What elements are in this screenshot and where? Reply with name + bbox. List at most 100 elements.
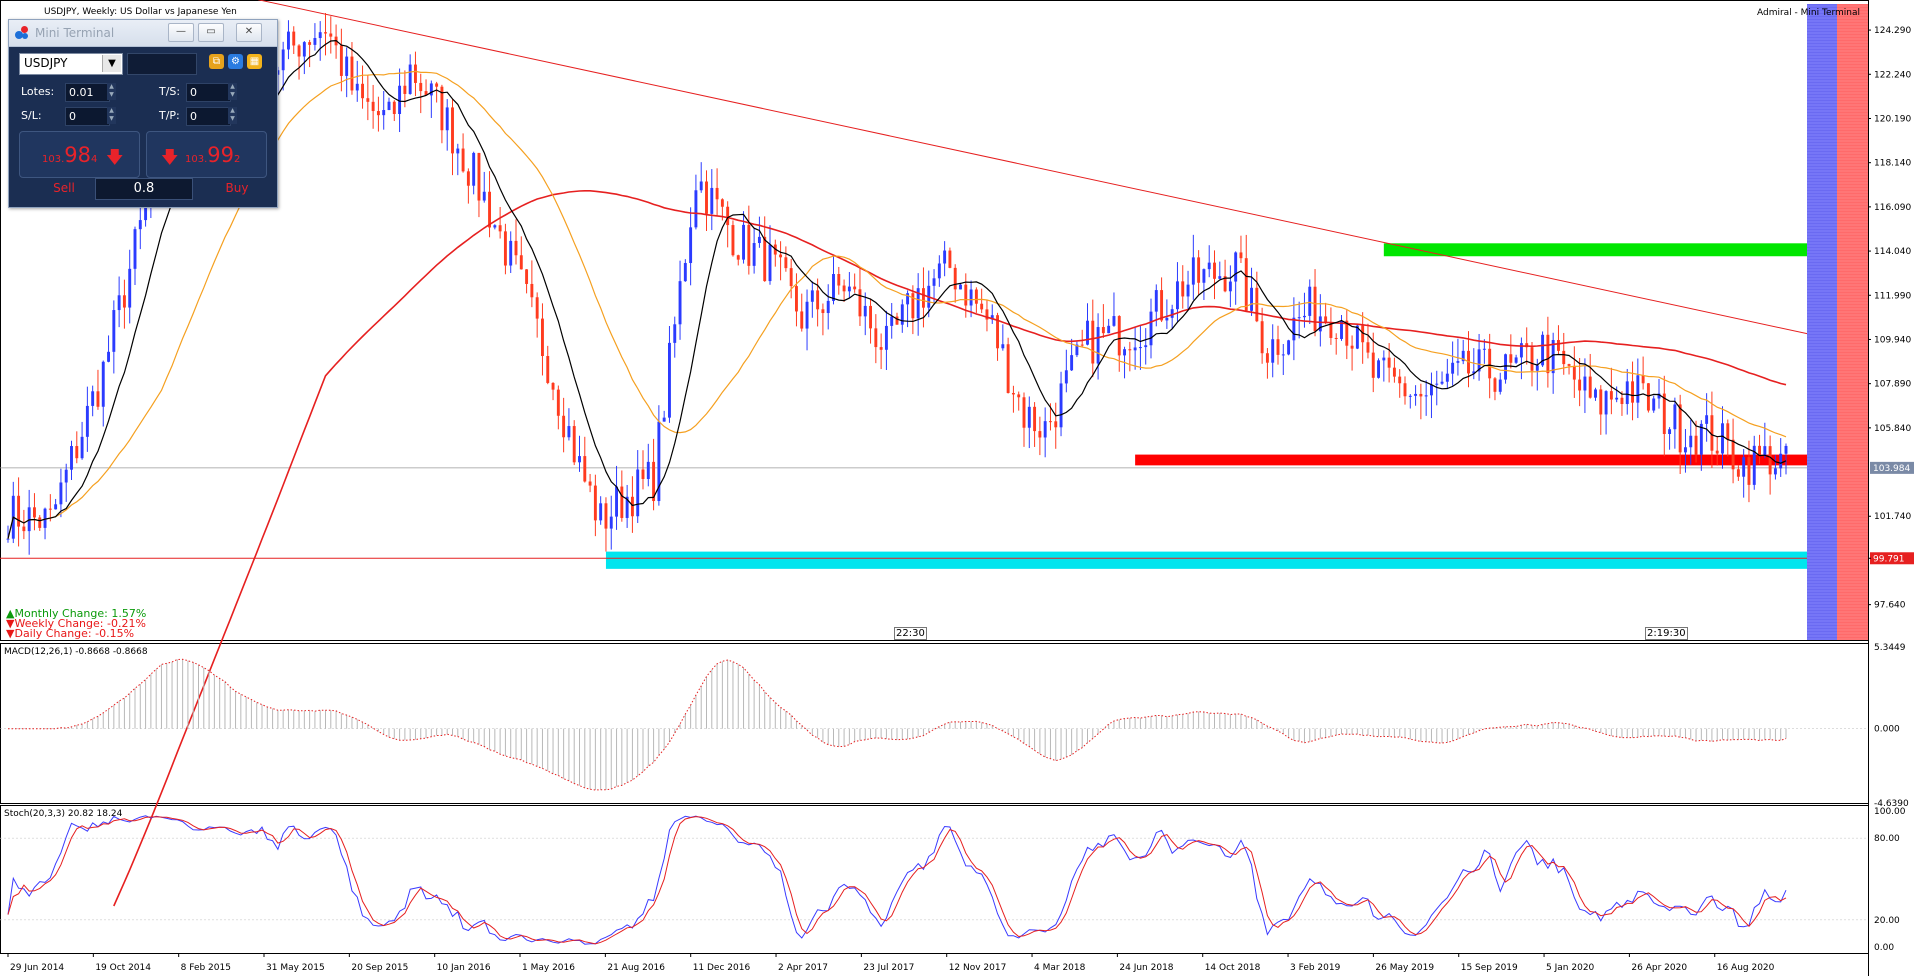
candle-body bbox=[287, 31, 290, 50]
link-icon[interactable]: ⧉ bbox=[209, 54, 224, 69]
candle-body bbox=[562, 415, 566, 438]
candle-body bbox=[747, 224, 751, 266]
lots-stepper[interactable]: ▲ ▼ bbox=[107, 83, 116, 100]
candle-body bbox=[1170, 309, 1174, 318]
minimize-button[interactable]: — bbox=[168, 23, 194, 42]
candle-body bbox=[1525, 343, 1529, 348]
close-button[interactable]: ✕ bbox=[236, 23, 262, 42]
candle-body bbox=[1758, 445, 1761, 455]
candle-body bbox=[1599, 389, 1603, 415]
symbol-select[interactable]: USDJPY ▼ bbox=[19, 53, 123, 75]
candle-body bbox=[424, 91, 428, 96]
candle-body bbox=[1324, 316, 1328, 323]
candle-body bbox=[54, 504, 58, 510]
sl-stepper[interactable]: ▲ ▼ bbox=[107, 107, 116, 124]
candle-body bbox=[361, 83, 364, 99]
sell-button[interactable]: 103.984 🡇 bbox=[19, 131, 140, 178]
current-price-tag bbox=[1870, 461, 1914, 474]
candle-body bbox=[292, 31, 296, 46]
candle-body bbox=[22, 526, 26, 532]
candle-body bbox=[1377, 360, 1380, 378]
candle-body bbox=[107, 351, 110, 362]
candle-body bbox=[1456, 361, 1460, 363]
sl-label: S/L: bbox=[21, 109, 42, 122]
lots-input[interactable]: 0.01 bbox=[65, 83, 110, 102]
ts-label: T/S: bbox=[159, 85, 181, 98]
candle-body bbox=[826, 300, 830, 314]
price-tick-label: 116.090 bbox=[1874, 203, 1911, 213]
candle-body bbox=[117, 295, 121, 311]
candle-body bbox=[1303, 315, 1306, 318]
candle-body bbox=[541, 318, 544, 357]
tp-input[interactable]: 0 bbox=[186, 107, 231, 126]
candle-body bbox=[1350, 345, 1354, 349]
candle-body bbox=[1435, 383, 1439, 385]
candle-body bbox=[1334, 337, 1338, 339]
candle-body bbox=[789, 268, 793, 287]
time-tick-label: 21 Aug 2016 bbox=[607, 963, 665, 973]
candle-body bbox=[800, 311, 804, 329]
candle-body bbox=[625, 496, 629, 518]
gear-icon[interactable]: ⚙ bbox=[228, 54, 243, 69]
tp-stepper[interactable]: ▲ ▼ bbox=[228, 107, 237, 124]
candle-body bbox=[1250, 287, 1253, 311]
candle-body bbox=[382, 110, 386, 116]
candle-body bbox=[535, 297, 539, 319]
candle-body bbox=[1191, 257, 1195, 285]
candle-body bbox=[678, 281, 682, 325]
candle-body bbox=[329, 33, 333, 37]
candle-body bbox=[1773, 468, 1777, 475]
symbol-info-box bbox=[127, 53, 197, 75]
ts-input[interactable]: 0 bbox=[186, 83, 231, 102]
price-tick-label: 114.040 bbox=[1874, 247, 1911, 257]
candle-body bbox=[1784, 445, 1788, 454]
candle-body bbox=[1271, 339, 1275, 363]
candle-body bbox=[1186, 284, 1190, 297]
candle-body bbox=[890, 316, 894, 326]
candle-body bbox=[1101, 327, 1105, 334]
ma-fast-line bbox=[7, 39, 1787, 539]
candle-body bbox=[990, 315, 994, 320]
mini-terminal-panel[interactable]: Mini Terminal — ▭ ✕ USDJPY ▼ ⧉ ⚙ ▦ Lotes… bbox=[8, 19, 278, 208]
candle-body bbox=[1535, 365, 1539, 371]
price-tick-label: 105.840 bbox=[1874, 424, 1911, 434]
candle-body bbox=[1149, 311, 1153, 346]
candle-body bbox=[1123, 349, 1126, 356]
candle-body bbox=[1551, 340, 1555, 374]
candle-body bbox=[1006, 344, 1010, 393]
sell-label[interactable]: Sell bbox=[53, 181, 75, 195]
buy-label[interactable]: Buy bbox=[225, 181, 249, 195]
buy-button[interactable]: 🡇 103.992 bbox=[146, 131, 267, 178]
candle-body bbox=[1165, 317, 1169, 321]
grid-icon[interactable]: ▦ bbox=[247, 54, 262, 69]
time-tick-label: 16 Aug 2020 bbox=[1717, 963, 1775, 973]
time-tick-label: 26 May 2019 bbox=[1375, 963, 1434, 973]
sl-input[interactable]: 0 bbox=[65, 107, 110, 126]
macd-panel bbox=[0, 643, 1869, 804]
arrow-down-icon: 🡇 bbox=[161, 148, 179, 168]
mini-terminal-body: USDJPY ▼ ⧉ ⚙ ▦ Lotes: 0.01 ▲ ▼ T/S: 0 ▲ ▼ … bbox=[9, 47, 277, 207]
ts-stepper[interactable]: ▲ ▼ bbox=[228, 83, 237, 100]
candle-body bbox=[488, 191, 491, 228]
candle-body bbox=[683, 263, 687, 282]
chevron-down-icon[interactable]: ▼ bbox=[102, 55, 121, 72]
candle-body bbox=[1361, 325, 1365, 343]
candle-body bbox=[1197, 257, 1201, 283]
candle-body bbox=[1694, 435, 1698, 455]
candle-body bbox=[1128, 349, 1132, 351]
candle-body bbox=[1022, 397, 1026, 428]
candle-body bbox=[1588, 376, 1592, 398]
candle-body bbox=[546, 356, 550, 383]
candle-body bbox=[1382, 357, 1386, 361]
candle-body bbox=[85, 405, 89, 437]
candle-body bbox=[699, 181, 703, 191]
candle-body bbox=[1287, 340, 1291, 355]
maximize-button[interactable]: ▭ bbox=[198, 23, 224, 42]
time-tick-label: 15 Sep 2019 bbox=[1461, 963, 1518, 973]
candle-body bbox=[768, 244, 772, 282]
candle-body bbox=[551, 382, 555, 390]
mini-terminal-titlebar[interactable]: Mini Terminal — ▭ ✕ bbox=[9, 20, 277, 47]
candle-body bbox=[1144, 345, 1148, 348]
candle-body bbox=[974, 289, 978, 304]
